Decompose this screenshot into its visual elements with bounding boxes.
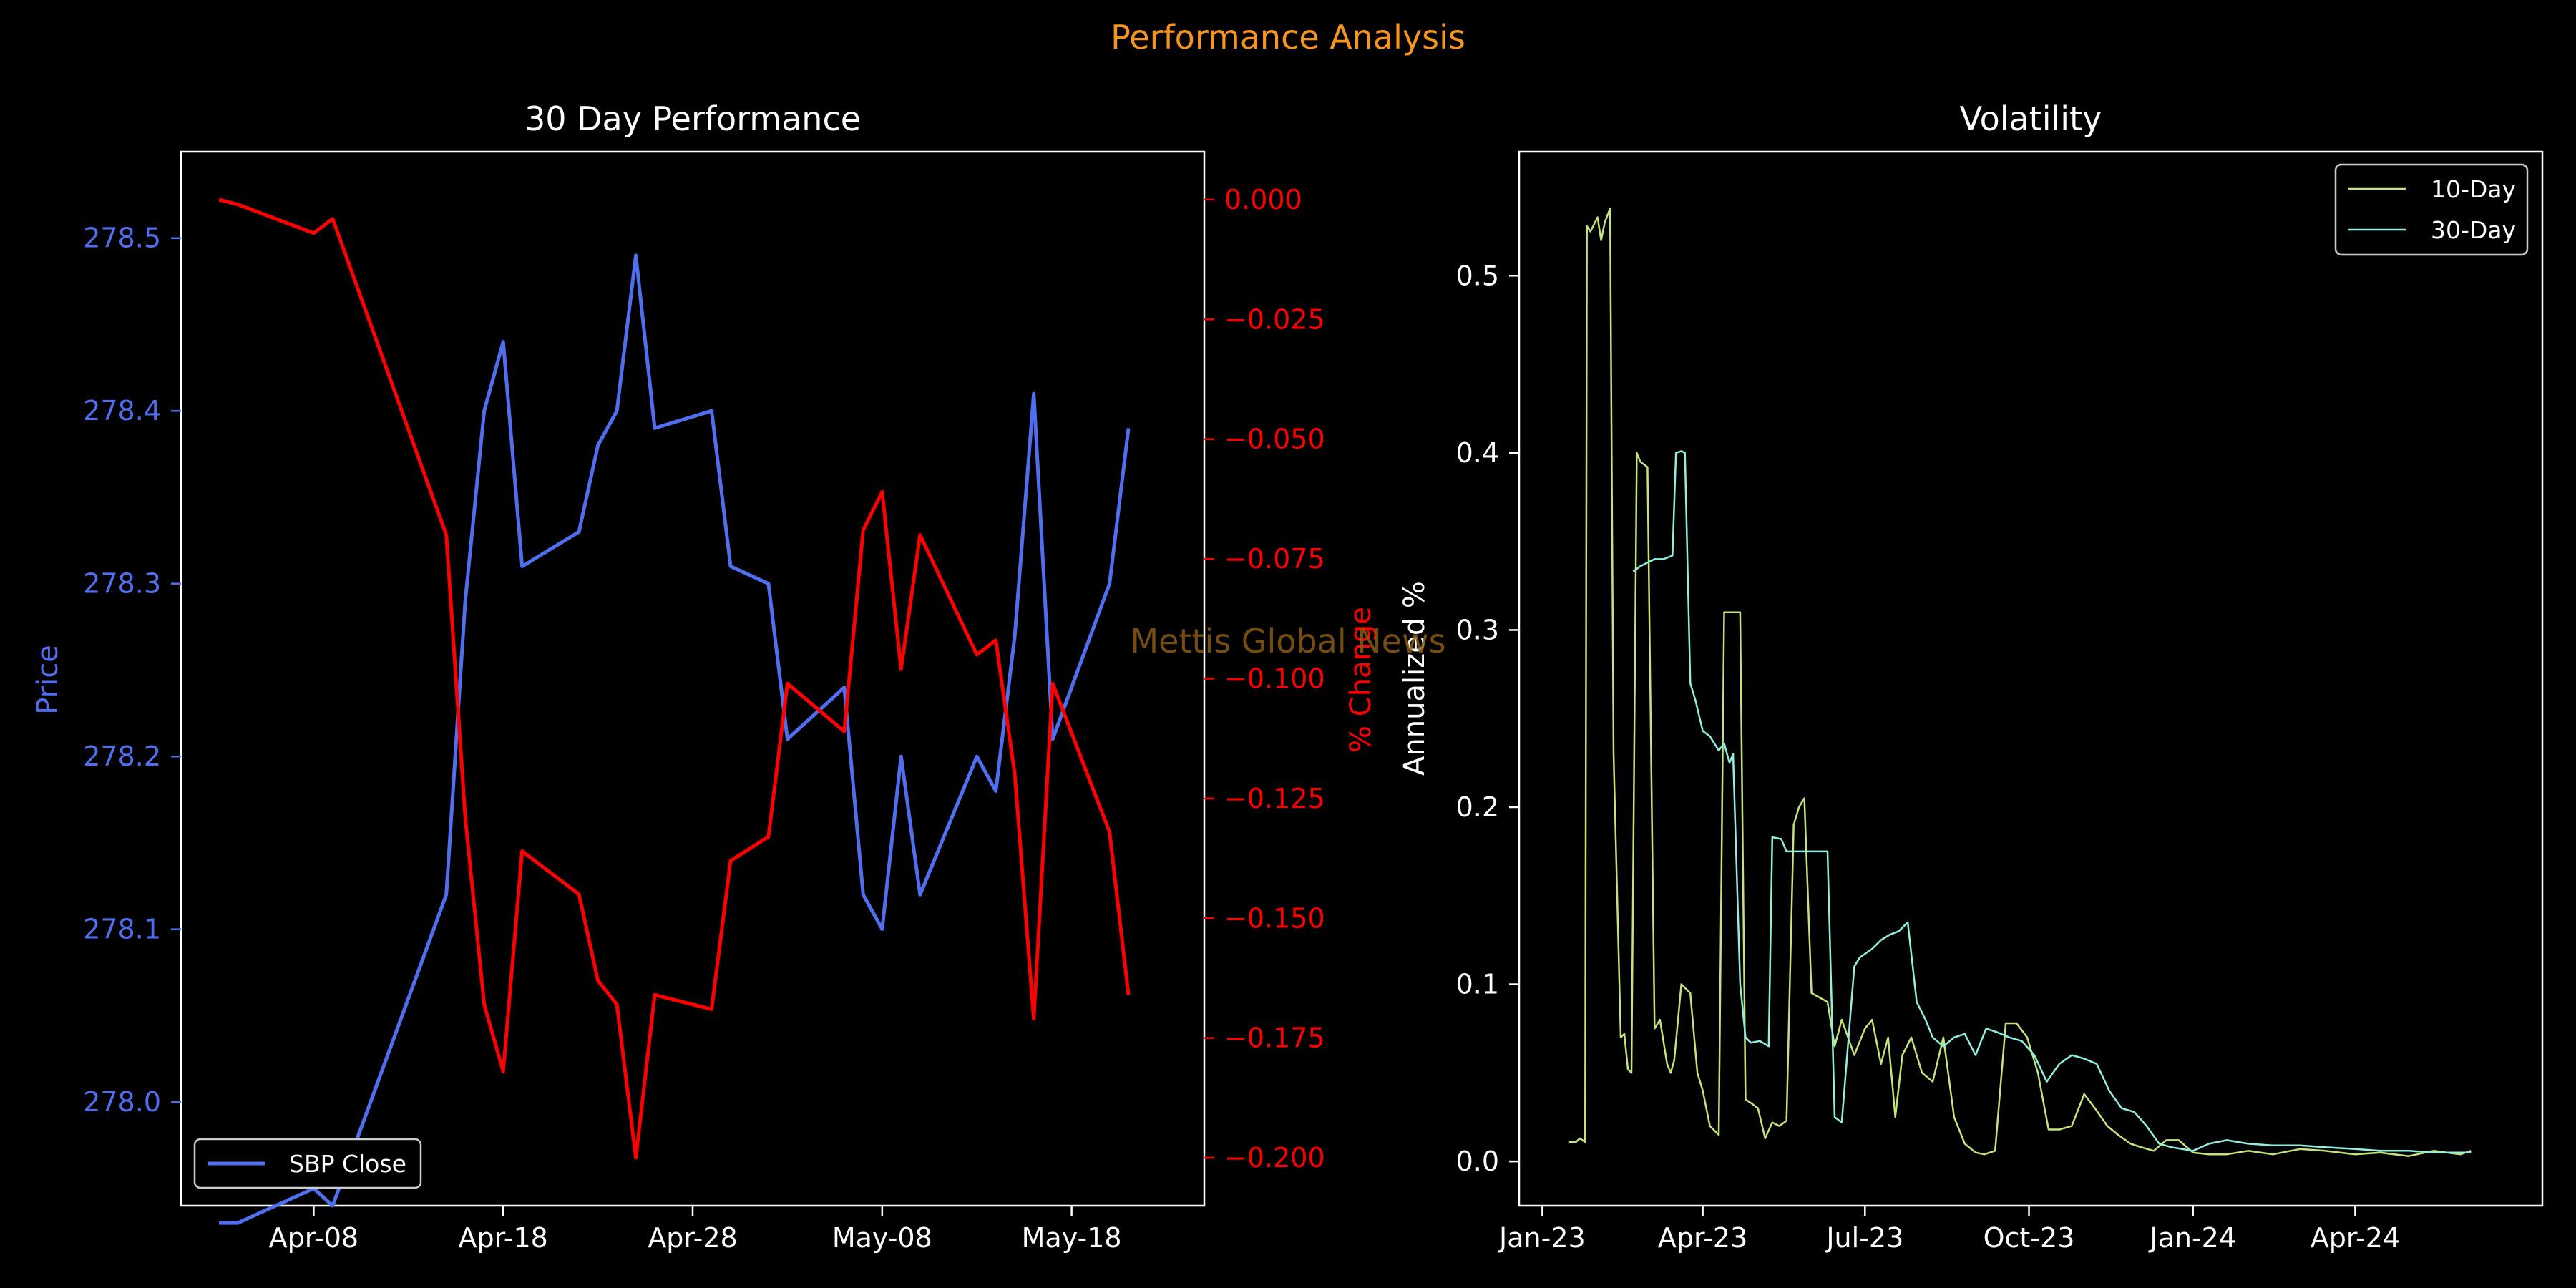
series-line-10-day (1568, 207, 2472, 1157)
legend-label-30-day: 30-Day (2431, 216, 2516, 244)
panel-volatility: Volatility Jan-23 Apr-23 Jul-23 Oct-23 Jan-2… (1398, 99, 2544, 1254)
x-tick-label: Jul-23 (1825, 1222, 1903, 1254)
y2-tick-label: −0.200 (1224, 1142, 1325, 1174)
series-line-sbp-close (219, 253, 1131, 1225)
x-tick-label: Apr-28 (648, 1222, 737, 1254)
legend-box (2334, 163, 2529, 256)
panel-title-volatility: Volatility (1960, 99, 2102, 138)
p2-series-layer (1568, 207, 2472, 1157)
x-tick-label: Apr-23 (1658, 1222, 1747, 1254)
p1-series-layer (218, 197, 1131, 1225)
y-axis-label-annualized: Annualized % (1398, 581, 1431, 776)
legend-label-sbp-close: SBP Close (289, 1150, 406, 1178)
p1-tick-layer: Apr-08 Apr-18 Apr-28 May-08 May-18 278.0 278.1… (83, 184, 1324, 1254)
x-tick-label: Apr-24 (2311, 1222, 2400, 1254)
legend-box (193, 1138, 422, 1189)
y-tick-label: 278.0 (83, 1086, 161, 1118)
watermark: Mettis Global News (1130, 622, 1445, 660)
plot-area-volatility (1518, 150, 2544, 1207)
panel-30-day-performance: 30 Day Performance Apr-08 Apr-18 Apr-28 May… (31, 99, 1377, 1254)
panel-title-30-day-performance: 30 Day Performance (525, 99, 861, 138)
y2-tick-label: −0.125 (1224, 783, 1325, 814)
x-tick-label: Jan-24 (2148, 1222, 2236, 1254)
x-tick-label: Jan-23 (1498, 1222, 1586, 1254)
x-tick-label: Apr-18 (458, 1222, 547, 1254)
y-tick-label: 0.5 (1456, 260, 1499, 291)
y-tick-label: 278.2 (83, 741, 161, 772)
y2-axis-label-pct-change: % Change (1345, 607, 1377, 753)
legend-volatility: 10-Day 30-Day (2334, 163, 2529, 256)
y-tick-label: 0.3 (1456, 614, 1499, 645)
p2-tick-layer: Jan-23 Apr-23 Jul-23 Oct-23 Jan-24 Apr-24 0.0 0… (1456, 260, 2401, 1254)
series-line-30-day (1632, 450, 2472, 1153)
y2-tick-label: −0.150 (1224, 902, 1325, 934)
y-tick-label: 0.2 (1456, 791, 1499, 823)
x-tick-label: May-18 (1022, 1222, 1122, 1254)
y-tick-label: 0.1 (1456, 969, 1499, 1000)
y-tick-label: 0.0 (1456, 1146, 1499, 1177)
figure-suptitle: Performance Analysis (1111, 18, 1465, 57)
x-tick-label: Oct-23 (1984, 1222, 2075, 1254)
legend-30-day-performance: SBP Close (193, 1138, 422, 1189)
x-tick-label: Apr-08 (269, 1222, 358, 1254)
y-axis-label-price: Price (31, 645, 64, 715)
y-tick-label: 278.3 (83, 568, 161, 600)
y2-tick-label: −0.025 (1224, 303, 1325, 335)
y2-tick-label: 0.000 (1224, 184, 1302, 215)
y-tick-label: 278.4 (83, 395, 161, 426)
y2-tick-label: −0.050 (1224, 424, 1325, 455)
y2-tick-label: −0.075 (1224, 543, 1325, 575)
y-tick-label: 278.1 (83, 914, 161, 945)
y-tick-label: 0.4 (1456, 437, 1499, 469)
y-tick-label: 278.5 (83, 223, 161, 254)
y2-tick-label: −0.175 (1224, 1023, 1325, 1054)
x-tick-label: May-08 (832, 1222, 932, 1254)
series-line-pct-change (218, 197, 1131, 1160)
y2-tick-label: −0.100 (1224, 663, 1325, 695)
legend-label-10-day: 10-Day (2431, 175, 2516, 203)
